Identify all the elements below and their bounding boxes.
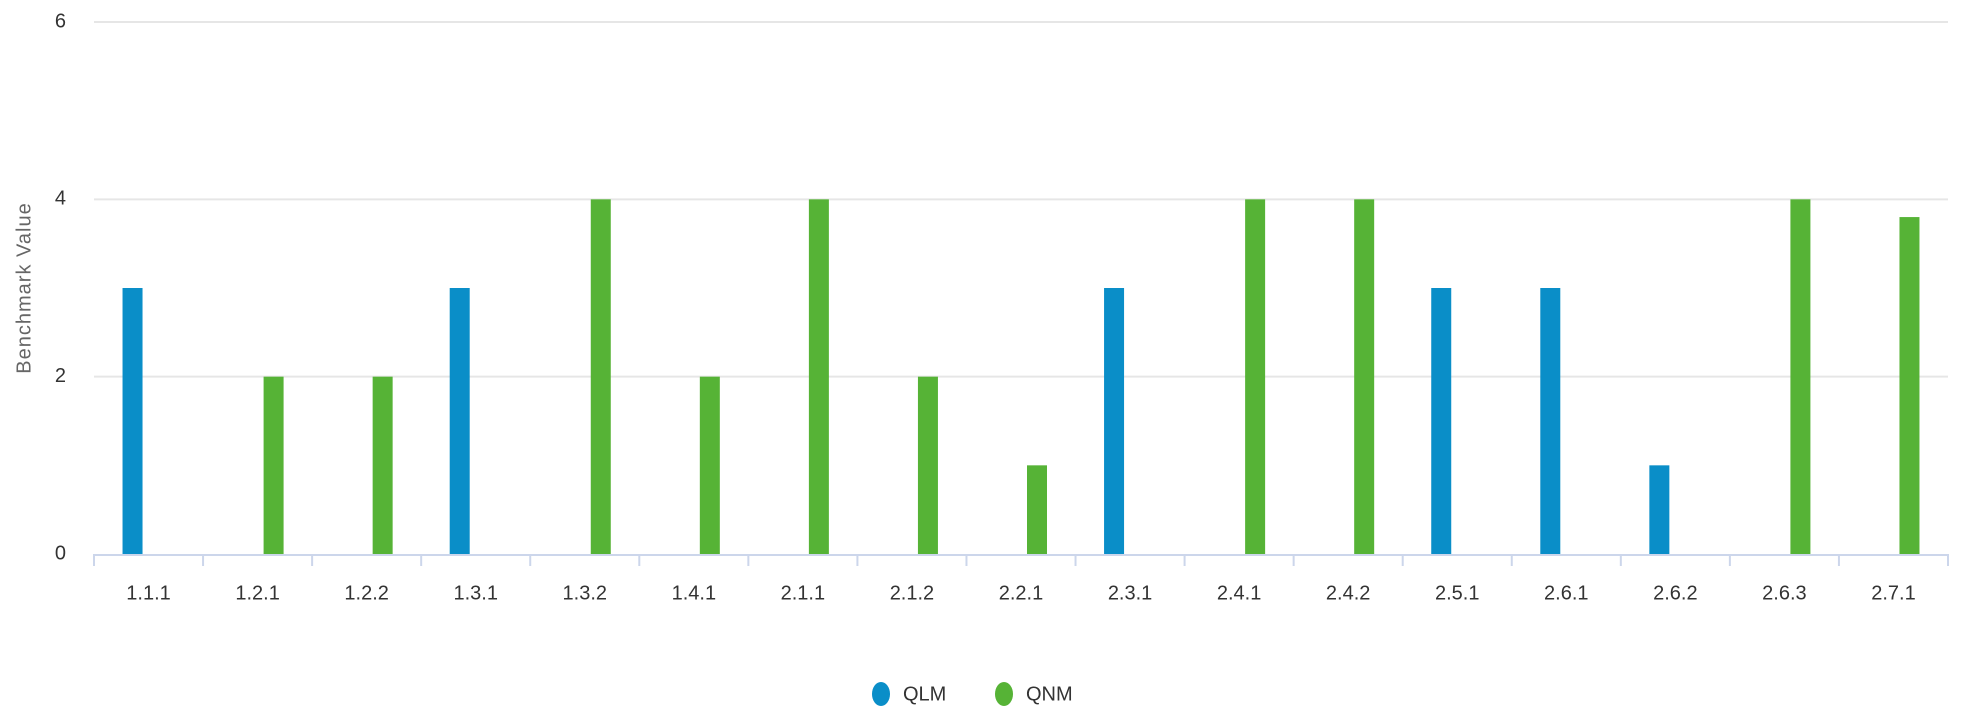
x-tick-label: 2.4.2	[1326, 582, 1370, 604]
x-tick-label: 2.4.1	[1217, 582, 1261, 604]
x-tick-label: 1.1.1	[126, 582, 170, 604]
y-tick-label: 2	[55, 365, 66, 387]
bar	[1649, 465, 1670, 554]
bar	[1104, 288, 1125, 554]
y-tick-label: 6	[55, 10, 66, 32]
bar	[1540, 288, 1561, 554]
y-axis-title: Benchmark Value	[13, 202, 35, 373]
y-tick-label: 4	[55, 188, 66, 210]
bar	[699, 376, 720, 554]
bar	[1899, 217, 1920, 555]
bar	[122, 288, 143, 554]
x-tick-label: 1.3.1	[453, 582, 497, 604]
x-tick-label: 1.4.1	[672, 582, 716, 604]
x-tick-label: 1.2.2	[344, 582, 388, 604]
bar	[590, 199, 611, 555]
y-tick-label: 0	[55, 542, 66, 564]
x-tick-label: 2.1.1	[781, 582, 825, 604]
x-tick-label: 1.2.1	[235, 582, 279, 604]
x-tick-label: 1.3.2	[563, 582, 607, 604]
legend-marker	[872, 682, 890, 706]
bar	[1431, 288, 1452, 554]
x-tick-label: 2.7.1	[1871, 582, 1915, 604]
legend-label: QLM	[903, 683, 946, 705]
bar	[808, 199, 829, 555]
x-tick-label: 2.6.2	[1653, 582, 1697, 604]
x-tick-label: 2.5.1	[1435, 582, 1479, 604]
legend-label: QNM	[1026, 683, 1073, 705]
bar	[449, 288, 470, 554]
x-tick-label: 2.1.2	[890, 582, 934, 604]
bar	[1245, 199, 1266, 555]
bar	[263, 376, 284, 554]
x-tick-label: 2.6.1	[1544, 582, 1588, 604]
x-tick-label: 2.6.3	[1762, 582, 1806, 604]
bar	[1354, 199, 1375, 555]
bar	[1790, 199, 1811, 555]
x-tick-label: 2.3.1	[1108, 582, 1152, 604]
x-tick-label: 2.2.1	[999, 582, 1043, 604]
bar	[1027, 465, 1047, 554]
bar	[372, 376, 393, 554]
bar	[917, 376, 938, 554]
legend-marker	[995, 682, 1013, 706]
